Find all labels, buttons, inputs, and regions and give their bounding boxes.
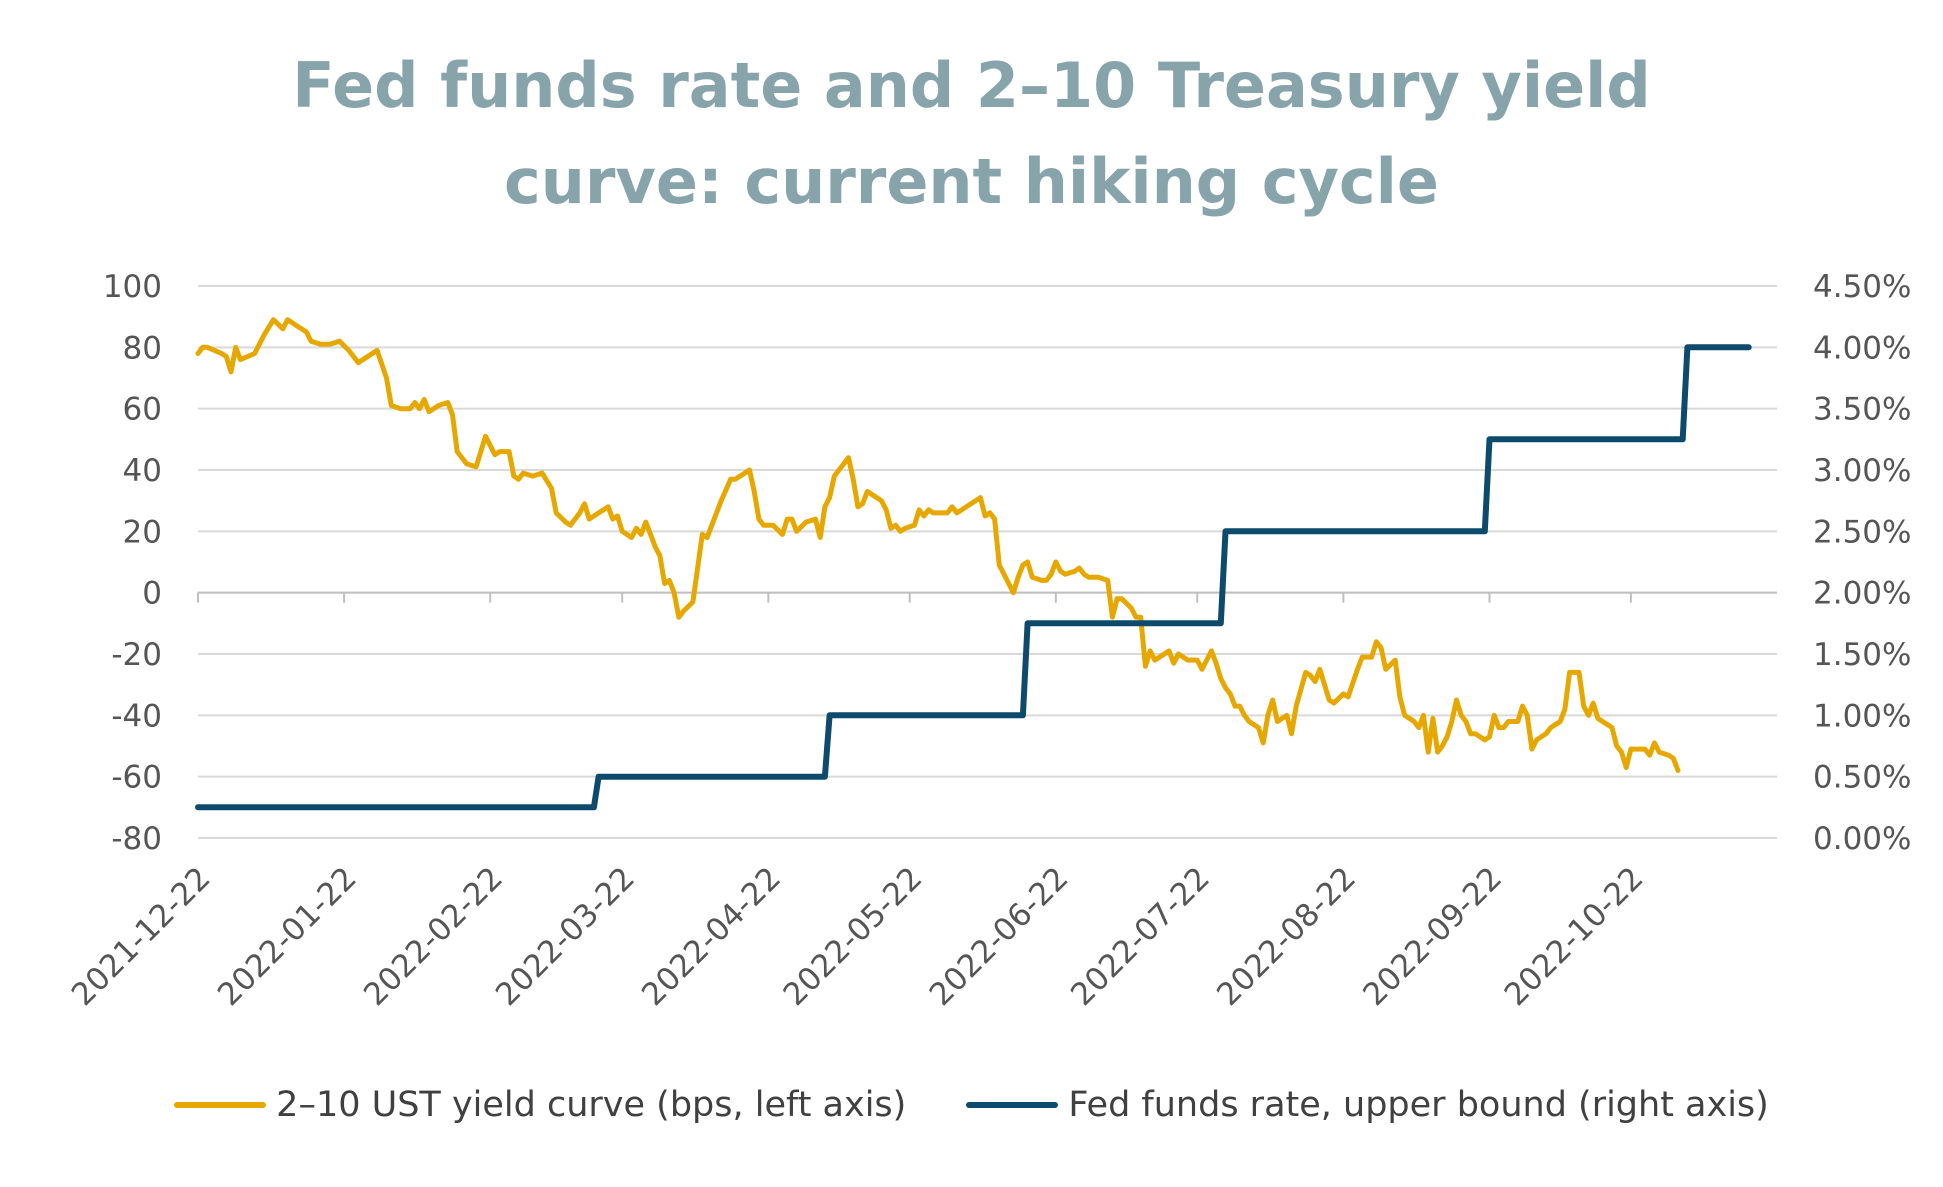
- x-tick-label: 2022-08-22: [1210, 860, 1363, 1013]
- x-tick-label: 2022-04-22: [635, 860, 788, 1013]
- legend-item-yield-curve: 2–10 UST yield curve (bps, left axis): [174, 1085, 906, 1125]
- y-right-tick-label: 2.00%: [1813, 576, 1911, 612]
- x-tick-label: 2022-10-22: [1498, 860, 1651, 1013]
- x-tick-label: 2022-07-22: [1064, 860, 1217, 1013]
- x-tick-label: 2022-01-22: [211, 860, 364, 1013]
- y-left-tick-label: -40: [111, 698, 162, 734]
- series-line-yield-curve: [195, 317, 1681, 773]
- legend-swatch-yield-curve: [174, 1102, 267, 1108]
- y-left-tick-label: 0: [142, 576, 162, 612]
- y-left-tick-label: 40: [123, 453, 162, 489]
- y-right-tick-label: 0.00%: [1813, 821, 1911, 857]
- y-left-tick-label: 80: [123, 330, 162, 366]
- y-left-tick-label: -60: [111, 760, 162, 796]
- y-right-tick-label: 2.50%: [1813, 514, 1911, 550]
- y-right-tick-label: 4.00%: [1813, 330, 1911, 366]
- series-line-fed-funds: [195, 344, 1752, 811]
- chart-title: Fed funds rate and 2–10 Treasury yield c…: [0, 38, 1943, 230]
- y-right-tick-label: 0.50%: [1813, 760, 1911, 796]
- y-left-tick-label: -20: [111, 637, 162, 673]
- y-right-tick-label: 4.50%: [1813, 269, 1911, 305]
- chart-title-line-2: curve: current hiking cycle: [504, 145, 1439, 218]
- y-left-tick-label: 100: [103, 269, 162, 305]
- legend-label-fed-funds: Fed funds rate, upper bound (right axis): [1068, 1085, 1769, 1125]
- x-tick-label: 2022-03-22: [489, 860, 642, 1013]
- chart-legend: 2–10 UST yield curve (bps, left axis) Fe…: [0, 1085, 1943, 1125]
- chart-title-line-1: Fed funds rate and 2–10 Treasury yield: [292, 49, 1651, 122]
- x-tick-label: 2021-12-22: [65, 860, 218, 1013]
- y-left-tick-label: 20: [123, 514, 162, 550]
- y-right-tick-label: 3.50%: [1813, 392, 1911, 428]
- x-tick-label: 2022-05-22: [777, 860, 930, 1013]
- x-tick-label: 2022-06-22: [923, 860, 1076, 1013]
- y-right-tick-label: 1.00%: [1813, 698, 1911, 734]
- legend-item-fed-funds: Fed funds rate, upper bound (right axis): [966, 1085, 1769, 1125]
- x-tick-label: 2022-09-22: [1356, 860, 1509, 1013]
- x-tick-label: 2022-02-22: [357, 860, 510, 1013]
- y-right-tick-label: 3.00%: [1813, 453, 1911, 489]
- legend-swatch-fed-funds: [966, 1102, 1059, 1108]
- y-left-tick-label: -80: [111, 821, 162, 857]
- y-left-tick-label: 60: [123, 392, 162, 428]
- legend-label-yield-curve: 2–10 UST yield curve (bps, left axis): [276, 1085, 907, 1125]
- y-right-tick-label: 1.50%: [1813, 637, 1911, 673]
